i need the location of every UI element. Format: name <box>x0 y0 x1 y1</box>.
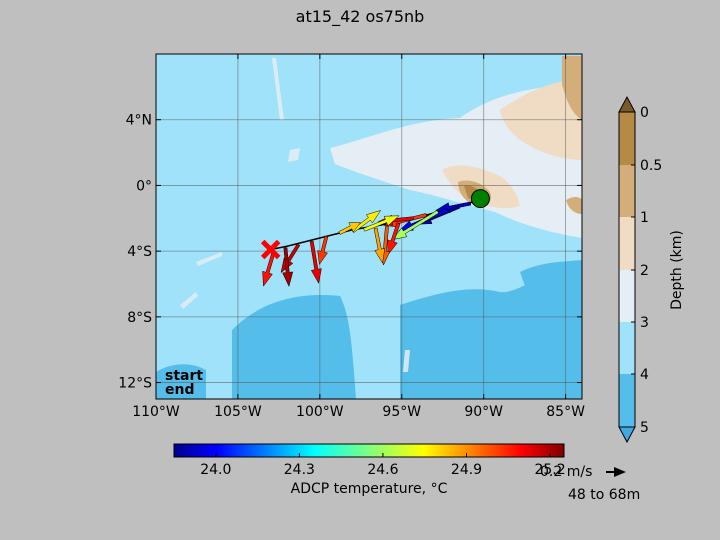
y-tick-label: 4°N <box>126 113 152 129</box>
temperature-colorbar-tick-label: 24.0 <box>200 462 231 478</box>
current-vector <box>391 210 439 241</box>
y-tick-label: 8°S <box>127 310 152 326</box>
x-axis: 110°W 105°W 100°W 95°W 90°W 85°W <box>132 54 585 420</box>
map-panel: 110°W 105°W 100°W 95°W 90°W 85°W 4°N0°4°S8°S1… <box>118 53 585 420</box>
y-axis: 4°N 0° 4°S 8°S 12°S <box>118 113 582 392</box>
current-vector <box>317 235 329 266</box>
deep-ocean-patches <box>156 260 582 399</box>
depth-colorbar-bottom-extend <box>618 426 636 444</box>
current-vector <box>309 240 322 285</box>
x-tick-label: 95°W <box>382 404 421 420</box>
depth-colorbar-tick-label: 3 <box>640 315 649 331</box>
depth-colorbar-segment <box>619 217 635 270</box>
depth-colorbar-tick-label: 0.5 <box>640 158 662 174</box>
y-tick-label: 4°S <box>127 244 152 260</box>
temperature-colorbar-gradient <box>173 443 565 458</box>
legend-end-label: end <box>165 382 194 398</box>
x-tick-label: 85°W <box>546 404 585 420</box>
depth-colorbar-segment <box>619 112 635 165</box>
current-vector <box>282 247 294 288</box>
x-tick-label: 90°W <box>464 404 503 420</box>
y-tick-label: 0° <box>136 178 152 194</box>
scale-arrow-label: 0.2 m/s <box>540 464 592 480</box>
current-vector <box>338 222 362 235</box>
map-frame <box>155 53 583 400</box>
y-tick-label: 12°S <box>118 376 152 392</box>
current-vector <box>363 215 400 232</box>
scale-arrow-head <box>614 467 626 477</box>
depth-colorbar-tick-label: 0 <box>640 105 649 121</box>
ridge-lines <box>180 58 410 372</box>
temperature-colorbar-tick-label: 25.2 <box>534 462 565 478</box>
x-tick-label: 100°W <box>296 404 344 420</box>
current-vector <box>373 227 386 264</box>
depth-colorbar-tick-label: 1 <box>640 210 649 226</box>
track-layer <box>260 189 490 288</box>
temperature-colorbar-tick-label: 24.3 <box>284 462 315 478</box>
temperature-colorbar-tick-label: 24.9 <box>451 462 482 478</box>
depth-colorbar-tick-label: 4 <box>640 367 649 383</box>
depth-colorbar-segment <box>619 322 635 374</box>
current-vector <box>387 222 401 256</box>
depth-range-label: 48 to 68m <box>568 487 640 503</box>
start-marker <box>470 189 490 209</box>
x-tick-label: 110°W <box>132 404 180 420</box>
x-tick-label: 105°W <box>214 404 262 420</box>
depth-colorbar-tick-label: 5 <box>640 420 649 436</box>
depth-colorbar-top-extend <box>618 95 636 113</box>
depth-colorbar-segment <box>619 374 635 427</box>
temperature-colorbar: 24.0 24.3 24.6 24.9 25.2 <box>173 443 566 478</box>
temperature-colorbar-tick-label: 24.6 <box>367 462 398 478</box>
depth-colorbar: 0 0.5 1 2 3 4 5 <box>618 95 662 444</box>
depth-colorbar-segment <box>619 165 635 217</box>
end-marker-stroke <box>260 239 281 260</box>
depth-colorbar-label: Depth (km) <box>669 230 685 310</box>
legend-start-label: start <box>165 368 203 384</box>
depth-colorbar-tick-label: 2 <box>640 263 649 279</box>
chart-title: at15_42 os75nb <box>296 7 425 27</box>
scale-arrow: 0.2 m/s <box>540 464 626 480</box>
temperature-colorbar-label: ADCP temperature, °C <box>291 481 448 497</box>
depth-colorbar-segment <box>619 270 635 322</box>
